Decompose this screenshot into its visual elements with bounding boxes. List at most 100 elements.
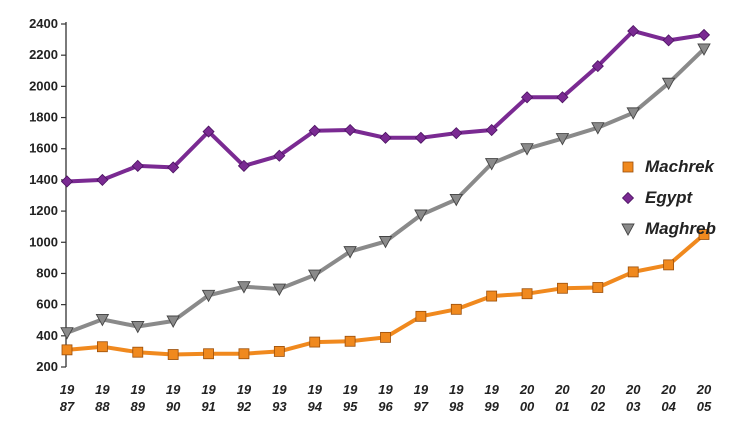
data-point-maghreb [378,236,393,249]
x-tick-label-bottom: 88 [95,399,110,414]
x-tick-label-bottom: 01 [555,399,569,414]
data-point-maghreb [95,313,110,327]
x-tick-label-top: 20 [696,382,712,397]
series-machrek [61,229,710,360]
data-point-machrek [521,288,533,300]
x-tick-label-top: 19 [414,382,429,397]
x-axis: 1987198819891990199119921993199419951996… [60,382,712,414]
data-point-maghreb [591,122,605,135]
legend-marker-machrek [622,161,634,173]
data-point-maghreb [414,209,428,222]
y-tick-label: 1000 [29,234,58,249]
data-point-egypt [414,131,427,144]
y-tick-label: 1800 [29,110,58,125]
y-tick-label: 2200 [29,47,58,62]
legend-marker-egypt [621,191,635,205]
data-point-maghreb [166,315,180,328]
legend-label-maghreb: Maghreb [645,219,716,238]
x-tick-label-top: 20 [590,382,606,397]
data-point-egypt [60,175,74,188]
y-tick-label: 200 [36,359,58,374]
x-tick-label-top: 19 [343,382,358,397]
x-tick-label-top: 20 [660,382,676,397]
x-tick-label-top: 19 [237,382,252,397]
x-tick-label-top: 19 [60,382,75,397]
data-point-egypt [202,125,215,138]
y-tick-label: 400 [36,328,58,343]
x-tick-label-bottom: 00 [520,399,535,414]
data-point-egypt [344,123,357,137]
x-tick-label-bottom: 98 [449,399,464,414]
data-point-machrek [698,229,710,240]
data-point-machrek [592,282,604,293]
legend-marker-maghreb [621,223,635,236]
legend-item-maghreb: Maghreb [621,219,716,238]
x-tick-label-top: 19 [307,382,322,397]
x-tick-label-bottom: 93 [272,399,287,414]
data-point-machrek [309,336,321,348]
data-point-machrek [203,348,214,360]
data-point-egypt [96,173,109,186]
x-tick-label-top: 19 [201,382,216,397]
x-tick-label-bottom: 87 [60,399,75,414]
data-point-egypt [556,91,569,104]
data-point-maghreb [661,77,676,91]
x-tick-label-bottom: 92 [237,399,252,414]
x-tick-label-top: 20 [519,382,535,397]
data-point-egypt [450,127,463,140]
data-point-machrek [167,349,179,360]
x-tick-label-bottom: 90 [166,399,181,414]
series-egypt [60,24,711,188]
data-point-maghreb [237,281,251,294]
data-point-machrek [132,346,144,358]
y-tick-label: 2000 [29,78,58,93]
data-point-egypt [167,161,180,174]
legend-item-egypt: Egypt [621,188,694,207]
data-point-egypt [237,159,251,172]
x-tick-label-top: 19 [166,382,181,397]
series-line-egypt [66,29,705,184]
data-point-machrek [557,282,568,294]
data-point-egypt [273,149,286,162]
y-tick-label: 2400 [29,16,58,31]
x-tick-label-bottom: 91 [201,399,215,414]
series-layer [60,24,711,360]
data-point-egypt [520,91,534,104]
data-point-maghreb [520,143,534,156]
x-tick-label: 2000 [519,382,535,414]
x-tick-label-top: 19 [378,382,393,397]
data-point-maghreb [201,289,216,303]
x-tick-label-top: 20 [554,382,570,397]
data-point-egypt [627,24,640,38]
data-point-machrek [238,348,250,360]
legend: Machrek Egypt Maghreb [621,157,716,238]
x-tick-label-top: 19 [449,382,464,397]
y-axis: 200 400 600 800 1000 1200 1400 1600 1800 2000 2200… [29,16,67,374]
x-tick-label-bottom: 05 [697,399,712,414]
data-point-maghreb [60,327,74,340]
data-point-maghreb [343,246,357,259]
data-point-maghreb [307,269,322,282]
data-point-machrek [344,335,356,347]
data-point-egypt [308,124,321,137]
x-tick-label-top: 20 [625,382,641,397]
data-point-maghreb [697,43,711,56]
data-point-maghreb [131,321,145,334]
data-point-machrek [61,344,73,356]
data-point-egypt [379,131,392,144]
x-tick-label-bottom: 96 [378,399,393,414]
y-tick-label: 600 [36,297,58,312]
